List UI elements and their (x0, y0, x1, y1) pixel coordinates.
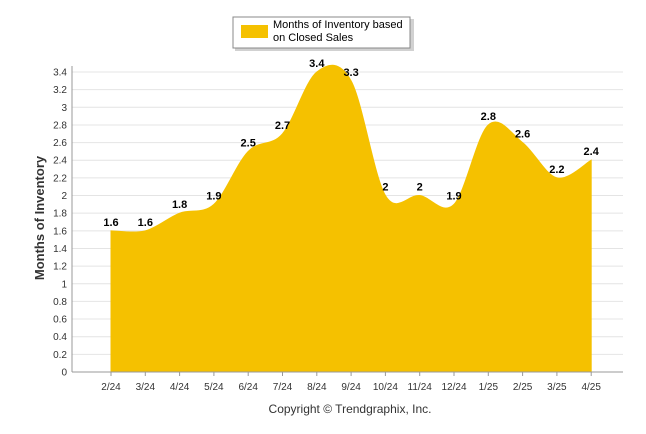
x-tick-label: 12/24 (441, 382, 466, 393)
y-tick-label: 0.4 (53, 332, 67, 343)
copyright-credit: Copyright © Trendgraphix, Inc. (269, 402, 432, 416)
data-label: 1.8 (172, 199, 187, 211)
y-tick-label: 2.2 (53, 173, 67, 184)
data-label: 2 (417, 182, 423, 194)
y-tick-label: 2.4 (53, 156, 67, 167)
x-tick-label: 2/24 (101, 382, 121, 393)
legend: Months of Inventory based on Closed Sale… (232, 16, 414, 51)
x-tick-label: 7/24 (273, 382, 293, 393)
x-tick-label: 1/25 (479, 382, 499, 393)
data-label: 1.6 (138, 217, 153, 229)
data-label: 2.5 (241, 137, 256, 149)
y-tick-label: 3 (61, 103, 67, 114)
data-label: 3.4 (309, 58, 325, 70)
y-tick-label: 0 (61, 368, 67, 379)
x-tick-label: 4/24 (170, 382, 190, 393)
x-tick-label: 6/24 (238, 382, 258, 393)
x-tick-label: 3/24 (136, 382, 156, 393)
y-tick-label: 3.4 (53, 68, 67, 79)
x-tick-label: 5/24 (204, 382, 224, 393)
y-tick-label: 1.6 (53, 226, 67, 237)
x-tick-labels: 2/24 3/24 4/24 5/24 6/24 7/24 8/24 9/24 10/24 11/… (101, 372, 601, 393)
legend-label-line-2: on Closed Sales (273, 32, 354, 44)
y-tick-label: 0.6 (53, 315, 67, 326)
x-tick-label: 4/25 (581, 382, 601, 393)
data-label: 1.9 (446, 190, 461, 202)
data-label: 2.4 (584, 146, 600, 158)
data-label: 1.9 (206, 190, 221, 202)
y-tick-label: 1.8 (53, 209, 67, 220)
y-axis-title: Months of Inventory (32, 155, 47, 280)
y-tick-label: 0.8 (53, 297, 67, 308)
data-label: 2.2 (549, 164, 564, 176)
y-tick-label: 2.6 (53, 138, 67, 149)
x-tick-label: 2/25 (513, 382, 533, 393)
y-tick-label: 0.2 (53, 350, 67, 361)
y-tick-labels: 0 0.2 0.4 0.6 0.8 1 1.2 1.4 1.6 1.8 2 2.2 2.4 2.6 2.8 3… (53, 68, 67, 379)
data-label: 2.6 (515, 129, 530, 141)
y-tick-label: 1 (61, 279, 67, 290)
data-label: 1.6 (103, 217, 118, 229)
y-tick-label: 1.4 (53, 244, 67, 255)
data-labels: 1.6 1.6 1.8 1.9 2.5 2.7 3.4 3.3 2 2 1.9 2.8 2.6 2.2 2.… (103, 58, 599, 229)
legend-label-line-1: Months of Inventory based (273, 19, 403, 31)
x-tick-label: 8/24 (307, 382, 327, 393)
legend-swatch (241, 25, 268, 38)
x-tick-label: 9/24 (341, 382, 361, 393)
x-tick-label: 10/24 (373, 382, 398, 393)
data-label: 3.3 (343, 67, 358, 79)
x-tick-label: 11/24 (408, 382, 433, 393)
data-label: 2 (382, 182, 388, 194)
y-tick-label: 1.2 (53, 262, 67, 273)
y-tick-label: 2.8 (53, 120, 67, 131)
axes (71, 66, 623, 373)
inventory-area (110, 64, 592, 373)
y-tick-label: 2 (61, 191, 67, 202)
x-tick-label: 3/25 (547, 382, 567, 393)
data-label: 2.7 (275, 120, 290, 132)
y-tick-label: 3.2 (53, 85, 67, 96)
data-label: 2.8 (481, 111, 496, 123)
